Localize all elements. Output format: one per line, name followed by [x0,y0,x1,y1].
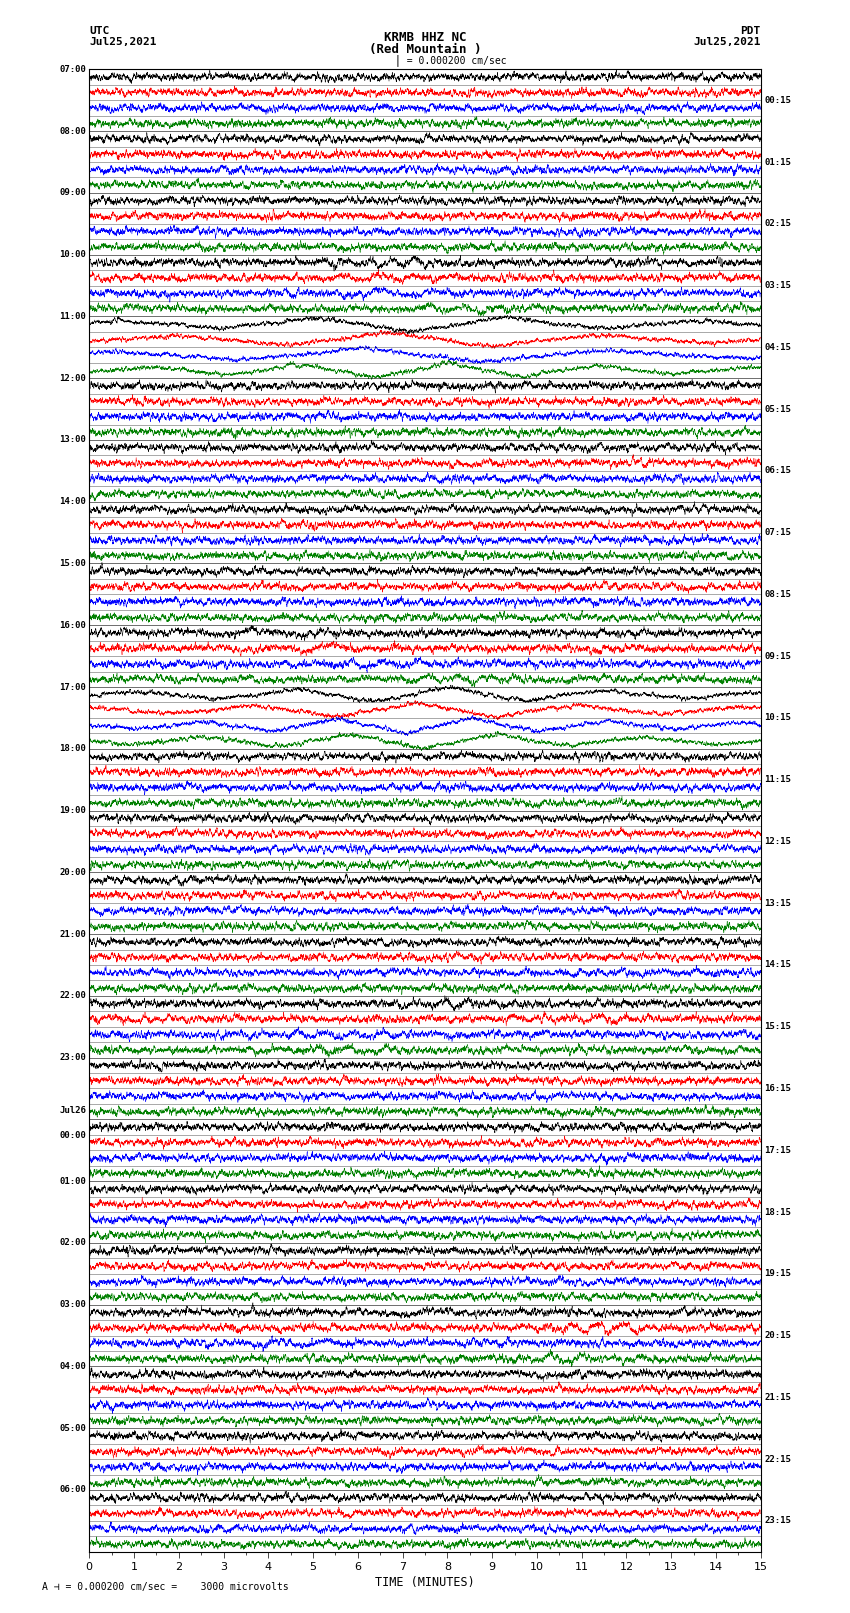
Text: 10:15: 10:15 [764,713,791,723]
Text: 11:00: 11:00 [59,311,86,321]
Text: 15:00: 15:00 [59,560,86,568]
Text: 13:15: 13:15 [764,898,791,908]
Text: 04:00: 04:00 [59,1361,86,1371]
X-axis label: TIME (MINUTES): TIME (MINUTES) [375,1576,475,1589]
Text: Jul26: Jul26 [59,1107,86,1115]
Text: Jul25,2021: Jul25,2021 [89,37,156,47]
Text: 11:15: 11:15 [764,776,791,784]
Text: KRMB HHZ NC: KRMB HHZ NC [383,31,467,45]
Text: 12:00: 12:00 [59,374,86,382]
Text: 23:00: 23:00 [59,1053,86,1061]
Text: 04:15: 04:15 [764,344,791,352]
Text: 19:00: 19:00 [59,806,86,815]
Text: 21:15: 21:15 [764,1392,791,1402]
Text: 16:00: 16:00 [59,621,86,629]
Text: ⎮ = 0.000200 cm/sec: ⎮ = 0.000200 cm/sec [395,53,507,66]
Text: (Red Mountain ): (Red Mountain ) [369,42,481,56]
Text: 14:00: 14:00 [59,497,86,506]
Text: 17:15: 17:15 [764,1145,791,1155]
Text: 18:15: 18:15 [764,1208,791,1216]
Text: 00:00: 00:00 [59,1131,86,1140]
Text: 06:00: 06:00 [59,1486,86,1494]
Text: 05:00: 05:00 [59,1424,86,1432]
Text: 09:00: 09:00 [59,189,86,197]
Text: PDT: PDT [740,26,761,35]
Text: 15:15: 15:15 [764,1023,791,1031]
Text: 01:15: 01:15 [764,158,791,166]
Text: 08:00: 08:00 [59,127,86,135]
Text: 02:15: 02:15 [764,219,791,229]
Text: UTC: UTC [89,26,110,35]
Text: 07:00: 07:00 [59,65,86,74]
Text: 03:00: 03:00 [59,1300,86,1310]
Text: 13:00: 13:00 [59,436,86,445]
Text: 23:15: 23:15 [764,1516,791,1526]
Text: 05:15: 05:15 [764,405,791,413]
Text: 14:15: 14:15 [764,960,791,969]
Text: 03:15: 03:15 [764,281,791,290]
Text: Jul25,2021: Jul25,2021 [694,37,761,47]
Text: 02:00: 02:00 [59,1239,86,1247]
Text: 22:00: 22:00 [59,992,86,1000]
Text: 07:15: 07:15 [764,527,791,537]
Text: 17:00: 17:00 [59,682,86,692]
Text: 12:15: 12:15 [764,837,791,845]
Text: 10:00: 10:00 [59,250,86,260]
Text: 06:15: 06:15 [764,466,791,476]
Text: 08:15: 08:15 [764,590,791,598]
Text: 00:15: 00:15 [764,95,791,105]
Text: A ⊣ = 0.000200 cm/sec =    3000 microvolts: A ⊣ = 0.000200 cm/sec = 3000 microvolts [42,1582,289,1592]
Text: 22:15: 22:15 [764,1455,791,1463]
Text: 09:15: 09:15 [764,652,791,661]
Text: 18:00: 18:00 [59,744,86,753]
Text: 16:15: 16:15 [764,1084,791,1094]
Text: 01:00: 01:00 [59,1176,86,1186]
Text: 20:00: 20:00 [59,868,86,877]
Text: 20:15: 20:15 [764,1331,791,1340]
Text: 21:00: 21:00 [59,929,86,939]
Text: 19:15: 19:15 [764,1269,791,1277]
